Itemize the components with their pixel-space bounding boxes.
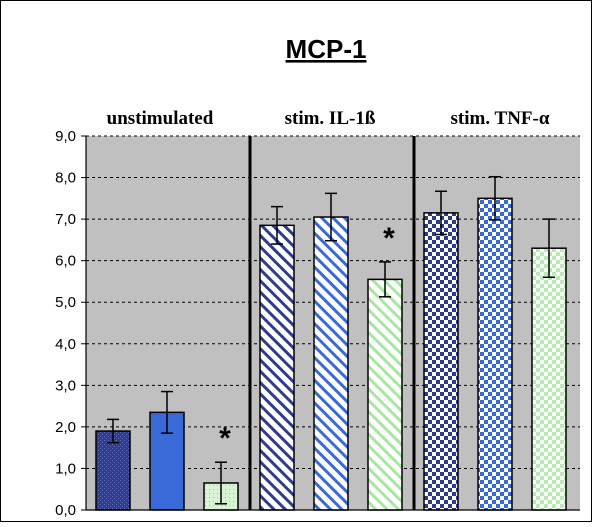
y-tick-label: 8,0	[55, 170, 76, 187]
y-tick-label: 4,0	[55, 336, 76, 353]
y-tick-label: 5,0	[55, 294, 76, 311]
y-tick-label: 1,0	[55, 460, 76, 477]
y-tick-label: 3,0	[55, 377, 76, 394]
group-label: stim. IL-1ß	[285, 108, 376, 129]
chart-title: MCP-1	[286, 34, 367, 64]
group-label: stim. TNF-α	[451, 108, 550, 129]
significance-marker: *	[219, 422, 231, 455]
bar	[531, 247, 567, 511]
bar	[367, 278, 403, 511]
group-label: unstimulated	[107, 108, 214, 129]
significance-marker: *	[383, 222, 395, 255]
y-tick-label: 0,0	[55, 502, 76, 519]
y-tick-label: 9,0	[55, 128, 76, 145]
y-tick-label: 7,0	[55, 211, 76, 228]
bar	[95, 430, 131, 511]
bar	[313, 216, 349, 511]
y-tick-label: 6,0	[55, 253, 76, 270]
bar	[477, 197, 513, 511]
bar	[423, 212, 459, 511]
bar	[259, 224, 295, 511]
y-tick-label: 2,0	[55, 419, 76, 436]
